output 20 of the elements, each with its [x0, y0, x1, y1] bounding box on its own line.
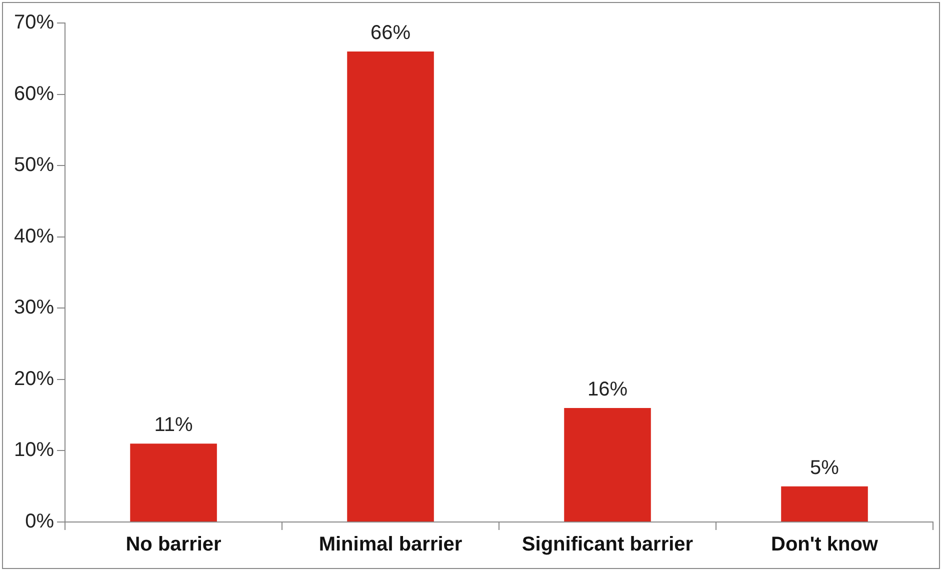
x-tick-label: Significant barrier [522, 534, 694, 556]
y-tick-label: 70% [14, 12, 54, 34]
bar [130, 444, 217, 522]
x-tick-label: Don't know [771, 534, 878, 556]
data-label: 66% [370, 22, 411, 44]
bar [781, 486, 868, 522]
y-tick-label: 0% [25, 510, 54, 533]
y-tick-label: 30% [14, 296, 54, 319]
data-label: 11% [154, 414, 194, 436]
x-tick-label: No barrier [126, 534, 222, 556]
y-tick-label: 60% [14, 82, 54, 105]
x-tick-label: Minimal barrier [318, 534, 462, 556]
data-label: 16% [587, 378, 628, 400]
bar [564, 408, 651, 522]
bar [347, 52, 434, 522]
y-tick-label: 40% [14, 225, 54, 248]
y-tick-label: 20% [14, 368, 54, 390]
y-tick-label: 10% [14, 439, 54, 462]
data-label: 5% [810, 456, 840, 479]
y-tick-label: 50% [14, 154, 54, 176]
